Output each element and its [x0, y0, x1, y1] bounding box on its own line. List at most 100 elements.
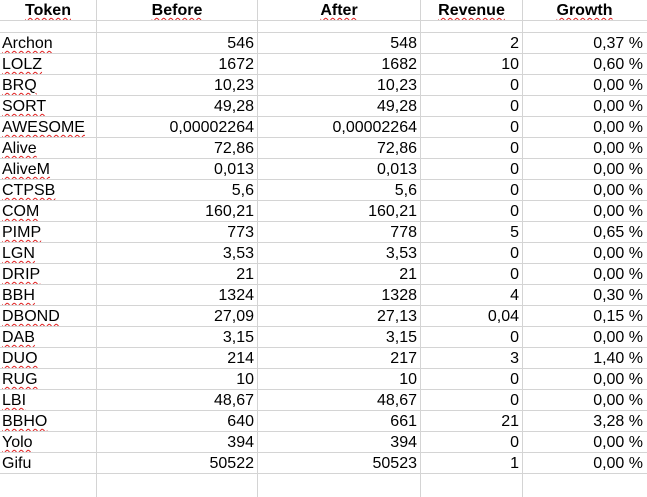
cell-after[interactable]: 48,67 [258, 390, 420, 410]
cell-revenue[interactable]: 0 [421, 180, 522, 200]
cell-token[interactable]: LOLZ [0, 54, 96, 74]
cell-after[interactable]: 50523 [258, 453, 420, 473]
cell-growth[interactable]: 0,30 % [523, 285, 646, 305]
cell-after[interactable]: 3,53 [258, 243, 420, 263]
header-after[interactable]: After [258, 0, 420, 20]
cell-revenue[interactable]: 0,04 [421, 306, 522, 326]
cell-before[interactable]: 214 [97, 348, 257, 368]
cell-revenue[interactable]: 1 [421, 453, 522, 473]
cell-token[interactable]: DAB [0, 327, 96, 347]
cell-token[interactable]: Alive [0, 138, 96, 158]
cell-before[interactable]: 1324 [97, 285, 257, 305]
cell-before[interactable]: 640 [97, 411, 257, 431]
cell-before[interactable]: 72,86 [97, 138, 257, 158]
cell-before[interactable]: 21 [97, 264, 257, 284]
cell-after[interactable]: 10,23 [258, 75, 420, 95]
cell-growth[interactable]: 0,15 % [523, 306, 646, 326]
cell-token[interactable]: BBH [0, 285, 96, 305]
cell-growth[interactable]: 0,00 % [523, 390, 646, 410]
cell-token[interactable]: DRIP [0, 264, 96, 284]
cell-before[interactable]: 160,21 [97, 201, 257, 221]
cell-revenue[interactable]: 0 [421, 75, 522, 95]
cell-token[interactable]: RUG [0, 369, 96, 389]
cell-after[interactable]: 72,86 [258, 138, 420, 158]
cell-after[interactable]: 10 [258, 369, 420, 389]
cell-growth[interactable]: 0,00 % [523, 96, 646, 116]
cell-before[interactable]: 3,53 [97, 243, 257, 263]
cell-before[interactable]: 394 [97, 432, 257, 452]
cell-before[interactable]: 1672 [97, 54, 257, 74]
cell-revenue[interactable]: 4 [421, 285, 522, 305]
cell-growth[interactable]: 0,65 % [523, 222, 646, 242]
cell-token[interactable]: BBHO [0, 411, 96, 431]
cell-token[interactable]: PIMP [0, 222, 96, 242]
cell-token[interactable]: LGN [0, 243, 96, 263]
cell-growth[interactable]: 0,00 % [523, 75, 646, 95]
cell-growth[interactable]: 0,37 % [523, 33, 646, 53]
cell-growth[interactable]: 0,00 % [523, 432, 646, 452]
cell-after[interactable]: 21 [258, 264, 420, 284]
header-token[interactable]: Token [0, 0, 96, 20]
cell-token[interactable]: CTPSB [0, 180, 96, 200]
cell-after[interactable]: 160,21 [258, 201, 420, 221]
cell-after[interactable]: 0,00002264 [258, 117, 420, 137]
cell-after[interactable]: 778 [258, 222, 420, 242]
cell-growth[interactable]: 0,00 % [523, 327, 646, 347]
cell-revenue[interactable]: 0 [421, 369, 522, 389]
cell-after[interactable]: 1682 [258, 54, 420, 74]
cell-growth[interactable]: 0,00 % [523, 201, 646, 221]
cell-revenue[interactable]: 5 [421, 222, 522, 242]
cell-before[interactable]: 48,67 [97, 390, 257, 410]
cell-before[interactable]: 0,00002264 [97, 117, 257, 137]
cell-after[interactable]: 0,013 [258, 159, 420, 179]
cell-growth[interactable]: 0,00 % [523, 180, 646, 200]
cell-after[interactable]: 217 [258, 348, 420, 368]
cell-revenue[interactable]: 21 [421, 411, 522, 431]
cell-before[interactable]: 27,09 [97, 306, 257, 326]
cell-growth[interactable]: 0,00 % [523, 138, 646, 158]
cell-token[interactable]: Yolo [0, 432, 96, 452]
cell-token[interactable]: Gifu [0, 453, 96, 473]
cell-before[interactable]: 546 [97, 33, 257, 53]
cell-revenue[interactable]: 0 [421, 390, 522, 410]
cell-revenue[interactable]: 10 [421, 54, 522, 74]
header-growth[interactable]: Growth [523, 0, 646, 20]
cell-before[interactable]: 10,23 [97, 75, 257, 95]
cell-revenue[interactable]: 0 [421, 264, 522, 284]
cell-token[interactable]: COM [0, 201, 96, 221]
cell-revenue[interactable]: 0 [421, 117, 522, 137]
cell-before[interactable]: 10 [97, 369, 257, 389]
cell-token[interactable]: SORT [0, 96, 96, 116]
cell-growth[interactable]: 1,40 % [523, 348, 646, 368]
cell-revenue[interactable]: 2 [421, 33, 522, 53]
cell-growth[interactable]: 0,60 % [523, 54, 646, 74]
cell-before[interactable]: 50522 [97, 453, 257, 473]
cell-token[interactable]: DUO [0, 348, 96, 368]
cell-before[interactable]: 5,6 [97, 180, 257, 200]
cell-after[interactable]: 3,15 [258, 327, 420, 347]
cell-token[interactable]: Archon [0, 33, 96, 53]
cell-after[interactable]: 548 [258, 33, 420, 53]
cell-growth[interactable]: 0,00 % [523, 159, 646, 179]
cell-token[interactable]: AWESOME [0, 117, 96, 137]
cell-revenue[interactable]: 0 [421, 159, 522, 179]
cell-revenue[interactable]: 0 [421, 201, 522, 221]
cell-after[interactable]: 394 [258, 432, 420, 452]
cell-growth[interactable]: 0,00 % [523, 264, 646, 284]
cell-revenue[interactable]: 0 [421, 432, 522, 452]
cell-revenue[interactable]: 0 [421, 243, 522, 263]
cell-before[interactable]: 3,15 [97, 327, 257, 347]
cell-after[interactable]: 27,13 [258, 306, 420, 326]
header-revenue[interactable]: Revenue [421, 0, 522, 20]
cell-growth[interactable]: 0,00 % [523, 117, 646, 137]
cell-after[interactable]: 5,6 [258, 180, 420, 200]
cell-growth[interactable]: 3,28 % [523, 411, 646, 431]
cell-after[interactable]: 661 [258, 411, 420, 431]
cell-growth[interactable]: 0,00 % [523, 369, 646, 389]
cell-token[interactable]: LBI [0, 390, 96, 410]
cell-before[interactable]: 49,28 [97, 96, 257, 116]
cell-token[interactable]: BRQ [0, 75, 96, 95]
cell-revenue[interactable]: 0 [421, 138, 522, 158]
cell-after[interactable]: 1328 [258, 285, 420, 305]
cell-growth[interactable]: 0,00 % [523, 243, 646, 263]
